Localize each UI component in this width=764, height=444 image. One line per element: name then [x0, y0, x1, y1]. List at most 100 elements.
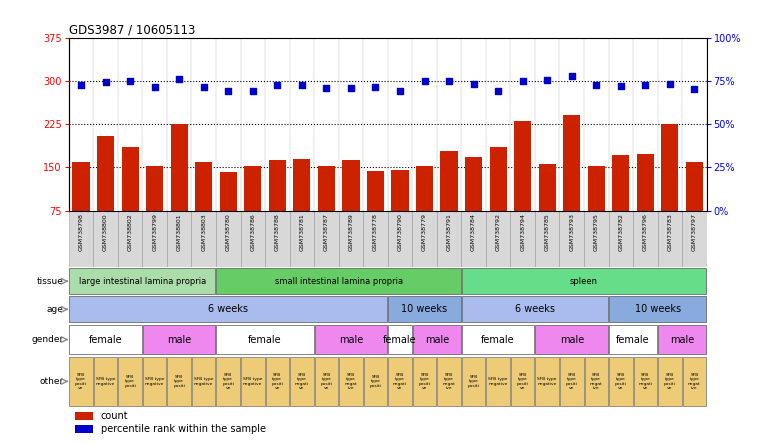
Text: SFB type
negative: SFB type negative [145, 377, 164, 385]
FancyBboxPatch shape [511, 357, 535, 406]
Point [615, 82, 627, 89]
Bar [97, 136, 114, 254]
Text: GSM738802: GSM738802 [128, 214, 133, 251]
FancyBboxPatch shape [192, 357, 215, 406]
Text: GSM738796: GSM738796 [643, 214, 648, 251]
Bar [461, 210, 486, 267]
Bar [342, 160, 360, 254]
Text: female: female [481, 335, 515, 345]
Bar [192, 210, 216, 267]
Text: SFB
type
positi
ve: SFB type positi ve [664, 373, 676, 390]
Text: SFB
type
positi
ve: SFB type positi ve [75, 373, 87, 390]
FancyBboxPatch shape [536, 325, 608, 354]
Bar [588, 166, 605, 254]
Point [99, 79, 112, 86]
Text: SFB
type
positi: SFB type positi [125, 375, 136, 388]
Bar [244, 166, 261, 254]
Text: SFB
type
positi: SFB type positi [468, 375, 480, 388]
Bar [241, 210, 265, 267]
Bar [93, 210, 118, 267]
Text: female: female [617, 335, 650, 345]
Bar [195, 162, 212, 254]
Bar [118, 210, 142, 267]
FancyBboxPatch shape [70, 297, 387, 322]
Bar [539, 164, 555, 254]
Text: SFB
type
negat
ive: SFB type negat ive [590, 373, 603, 390]
Text: small intestinal lamina propria: small intestinal lamina propria [274, 277, 403, 286]
Point [541, 77, 553, 84]
Point [247, 87, 259, 94]
Bar [682, 210, 707, 267]
FancyBboxPatch shape [609, 325, 657, 354]
Bar [293, 159, 310, 254]
FancyBboxPatch shape [584, 357, 608, 406]
Point [639, 81, 652, 88]
Text: GSM738789: GSM738789 [348, 214, 354, 251]
Text: male: male [559, 335, 584, 345]
Text: SFB
type
negati
ve: SFB type negati ve [295, 373, 309, 390]
Bar [75, 412, 93, 420]
Text: GSM738781: GSM738781 [299, 214, 304, 251]
Text: GSM738778: GSM738778 [373, 214, 378, 251]
FancyBboxPatch shape [437, 357, 461, 406]
FancyBboxPatch shape [241, 357, 264, 406]
Point [148, 84, 160, 91]
FancyBboxPatch shape [536, 357, 559, 406]
Text: SFB
type
negati
ve: SFB type negati ve [639, 373, 652, 390]
Bar [416, 166, 433, 254]
Bar [437, 210, 461, 267]
Point [419, 77, 431, 84]
Point [516, 77, 529, 84]
Point [173, 75, 186, 82]
FancyBboxPatch shape [216, 268, 461, 294]
FancyBboxPatch shape [487, 357, 510, 406]
Text: SFB
type
positi
ve: SFB type positi ve [320, 373, 332, 390]
Text: spleen: spleen [570, 277, 598, 286]
Point [271, 81, 283, 88]
Text: 6 weeks: 6 weeks [515, 304, 555, 314]
FancyBboxPatch shape [388, 357, 412, 406]
FancyBboxPatch shape [364, 357, 387, 406]
Text: GSM738782: GSM738782 [618, 214, 623, 251]
Text: large intestinal lamina propria: large intestinal lamina propria [79, 277, 206, 286]
Bar [559, 210, 584, 267]
Text: other: other [40, 377, 64, 386]
Point [688, 85, 701, 92]
FancyBboxPatch shape [266, 357, 289, 406]
Text: male: male [167, 335, 191, 345]
Bar [146, 166, 163, 254]
FancyBboxPatch shape [683, 357, 706, 406]
Text: GSM738795: GSM738795 [594, 214, 599, 251]
Text: GSM738797: GSM738797 [692, 214, 697, 251]
Text: GSM738792: GSM738792 [496, 214, 500, 251]
FancyBboxPatch shape [339, 357, 363, 406]
Bar [220, 172, 237, 254]
Bar [535, 210, 559, 267]
Bar [633, 210, 658, 267]
Text: female: female [89, 335, 122, 345]
Bar [216, 210, 241, 267]
FancyBboxPatch shape [143, 325, 215, 354]
FancyBboxPatch shape [70, 357, 92, 406]
FancyBboxPatch shape [167, 357, 191, 406]
Text: age: age [47, 305, 64, 314]
FancyBboxPatch shape [413, 325, 461, 354]
Text: GSM738798: GSM738798 [79, 214, 83, 251]
Text: female: female [384, 335, 417, 345]
Text: GSM738788: GSM738788 [275, 214, 280, 251]
FancyBboxPatch shape [413, 357, 436, 406]
FancyBboxPatch shape [118, 357, 142, 406]
FancyBboxPatch shape [216, 357, 240, 406]
FancyBboxPatch shape [388, 325, 412, 354]
Point [468, 81, 480, 88]
FancyBboxPatch shape [388, 297, 461, 322]
Text: GSM738793: GSM738793 [569, 214, 575, 251]
Text: SFB
type
positi: SFB type positi [173, 375, 185, 388]
Text: count: count [101, 411, 128, 421]
Bar [391, 170, 409, 254]
Text: 10 weeks: 10 weeks [401, 304, 448, 314]
Bar [514, 121, 531, 254]
Text: male: male [338, 335, 363, 345]
Point [394, 87, 406, 94]
Bar [388, 210, 413, 267]
